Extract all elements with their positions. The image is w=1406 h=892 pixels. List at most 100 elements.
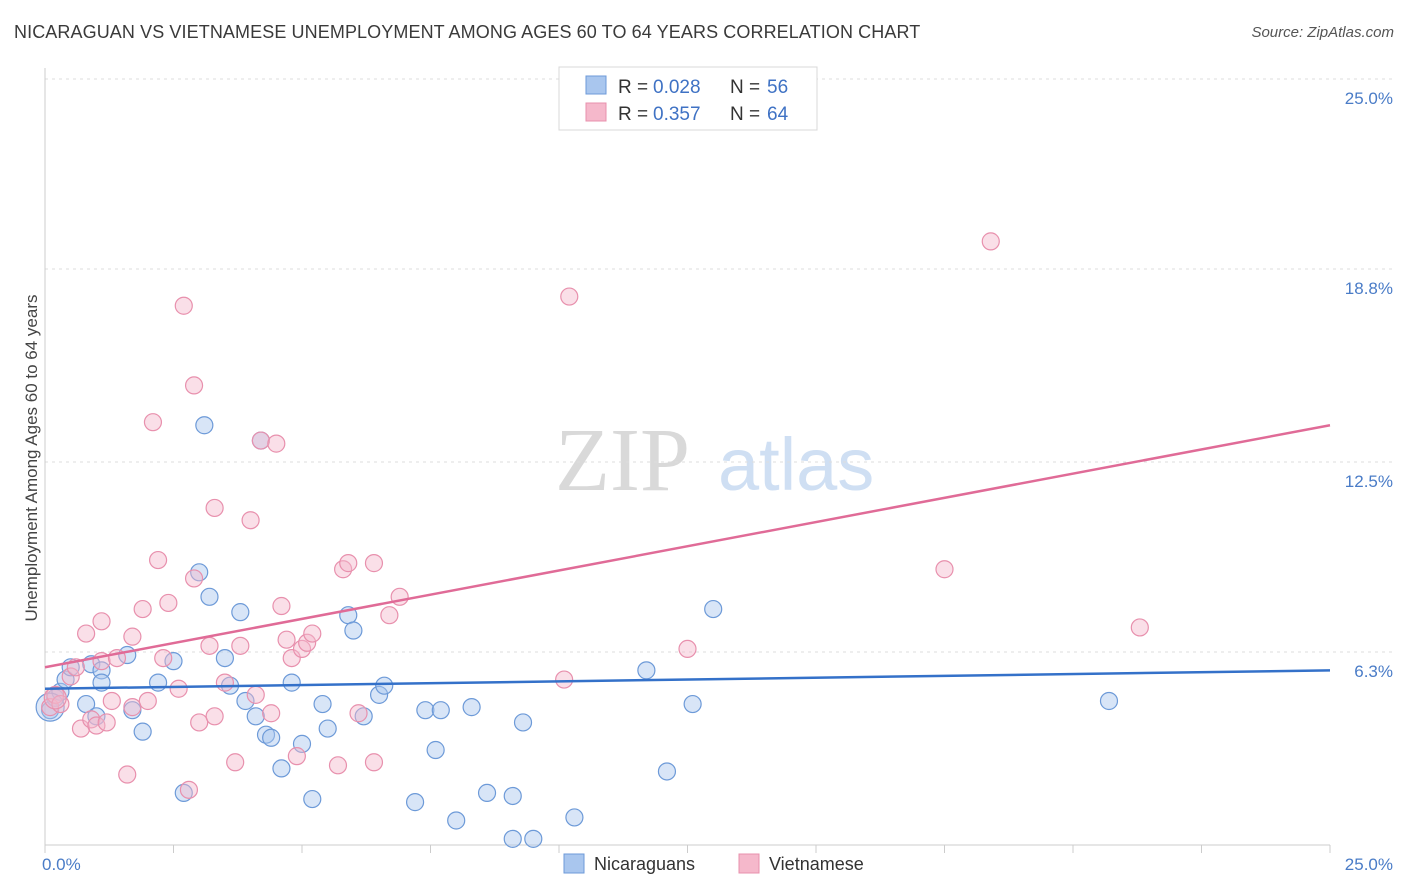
nicaraguans-point-7 <box>87 707 106 726</box>
nicaraguans-point-41 <box>431 701 450 720</box>
vietnamese-point-55 <box>555 670 574 689</box>
nicaraguans-point-47 <box>513 713 533 732</box>
y-tick-label-3: 25.0% <box>1345 89 1393 108</box>
vietnamese-point-23 <box>169 679 188 698</box>
nicaraguans-trend-line <box>44 669 1331 690</box>
nicaraguans-point-44 <box>477 783 497 803</box>
trend-lines <box>44 424 1331 690</box>
vietnamese-point-6 <box>77 624 96 643</box>
legend-swatch-vietnamese <box>738 853 760 874</box>
nicaraguans-point-18 <box>200 587 219 606</box>
vietnamese-point-11 <box>97 713 116 732</box>
vietnamese-point-36 <box>246 685 265 704</box>
chart-title: NICARAGUAN VS VIETNAMESE UNEMPLOYMENT AM… <box>14 22 921 42</box>
vietnamese-point-19 <box>143 413 163 432</box>
nicaraguans-point-17 <box>195 416 214 435</box>
nicaraguans-point-28 <box>282 673 301 692</box>
vietnamese-point-58 <box>935 560 954 579</box>
vietnamese-point-10 <box>92 612 111 631</box>
vietnamese-point-46 <box>303 624 322 643</box>
watermark-zip: ZIP <box>555 411 690 510</box>
nicaraguans-point-39 <box>416 701 435 720</box>
x-tick-label-0: 0.0% <box>42 855 81 874</box>
vietnamese-point-22 <box>159 593 178 613</box>
legend-label-vietnamese: Vietnamese <box>769 854 864 874</box>
x-tick-labels: 0.0% 25.0% <box>42 855 1393 874</box>
vietnamese-point-47 <box>328 756 348 775</box>
nicaraguans-point-53 <box>704 599 723 619</box>
y-tick-label-2: 18.8% <box>1345 279 1393 298</box>
vietnamese-point-38 <box>262 704 281 723</box>
vietnamese-point-51 <box>364 753 384 772</box>
vietnamese-point-32 <box>215 673 234 692</box>
y-tick-label-0: 6.3% <box>1354 662 1393 681</box>
nicaraguans-point-49 <box>565 808 584 827</box>
legend-n-label-1: N = <box>730 77 760 98</box>
vietnamese-point-20 <box>148 550 168 570</box>
vietnamese-point-5 <box>71 719 91 738</box>
nicaraguans-point-23 <box>246 707 265 726</box>
nicaraguans-point-45 <box>503 786 522 806</box>
nicaraguans-point-14 <box>164 652 183 671</box>
nicaraguans-point-22 <box>236 691 255 711</box>
nicaraguans-point-50 <box>637 661 656 680</box>
nicaraguans-point-55 <box>1099 691 1119 711</box>
nicaraguans-point-46 <box>503 829 522 848</box>
vietnamese-point-59 <box>981 232 1000 251</box>
vietnamese-point-29 <box>200 636 219 655</box>
vietnamese-point-30 <box>205 498 224 518</box>
nicaraguans-point-36 <box>370 685 389 704</box>
vietnamese-point-16 <box>123 627 142 646</box>
watermark-atlas: atlas <box>718 423 874 506</box>
vietnamese-point-25 <box>179 780 199 799</box>
vietnamese-point-14 <box>118 765 137 784</box>
series-nicaraguans-points <box>35 69 1119 848</box>
legend-n-value-2: 64 <box>767 104 789 125</box>
vietnamese-point-41 <box>277 630 296 649</box>
vietnamese-point-24 <box>174 296 193 315</box>
vietnamese-point-3 <box>61 667 80 686</box>
y-tick-label-1: 12.5% <box>1345 472 1393 491</box>
nicaraguans-point-12 <box>133 722 152 741</box>
vietnamese-point-52 <box>364 554 384 573</box>
vietnamese-point-31 <box>205 707 224 726</box>
vietnamese-point-39 <box>267 434 286 453</box>
vietnamese-point-50 <box>349 704 368 723</box>
nicaraguans-point-15 <box>174 783 193 803</box>
nicaraguans-point-42 <box>447 811 466 830</box>
nicaraguans-point-40 <box>426 740 445 760</box>
x-tick-label-1: 25.0% <box>1345 855 1393 874</box>
vietnamese-point-27 <box>184 376 204 395</box>
legend-r-value-2: 0.357 <box>653 104 701 125</box>
nicaraguans-point-38 <box>405 793 425 812</box>
vietnamese-point-34 <box>231 636 250 655</box>
nicaraguans-point-32 <box>318 719 337 738</box>
nicaraguans-point-34 <box>344 621 363 640</box>
legend-r-label-1: R = <box>618 77 648 98</box>
watermark: ZIP atlas <box>555 411 874 510</box>
nicaraguans-point-25 <box>256 725 276 744</box>
legend-label-nicaraguans: Nicaraguans <box>594 854 695 874</box>
legend-swatch-pink <box>585 102 607 122</box>
y-tick-labels: 6.3% 12.5% 18.8% 25.0% <box>1345 89 1393 681</box>
nicaraguans-point-35 <box>354 707 373 726</box>
source-label: Source: ZipAtlas.com <box>1251 24 1394 41</box>
vietnamese-point-28 <box>190 713 209 732</box>
legend-n-label-2: N = <box>730 104 760 125</box>
legend-r-label-2: R = <box>618 104 648 125</box>
legend-n-value-1: 56 <box>767 77 788 98</box>
nicaraguans-point-52 <box>683 694 702 714</box>
vietnamese-point-57 <box>678 639 697 659</box>
legend-swatch-nicaraguans <box>563 853 585 874</box>
vietnamese-point-49 <box>339 554 358 573</box>
vietnamese-trend-line <box>44 424 1331 669</box>
nicaraguans-point-48 <box>524 829 543 848</box>
vietnamese-point-15 <box>123 698 142 717</box>
nicaraguans-point-21 <box>231 603 250 622</box>
vietnamese-point-12 <box>102 691 121 711</box>
vietnamese-point-35 <box>241 511 260 530</box>
vietnamese-point-21 <box>154 648 173 668</box>
vietnamese-point-40 <box>272 596 291 616</box>
vietnamese-point-53 <box>380 606 399 625</box>
